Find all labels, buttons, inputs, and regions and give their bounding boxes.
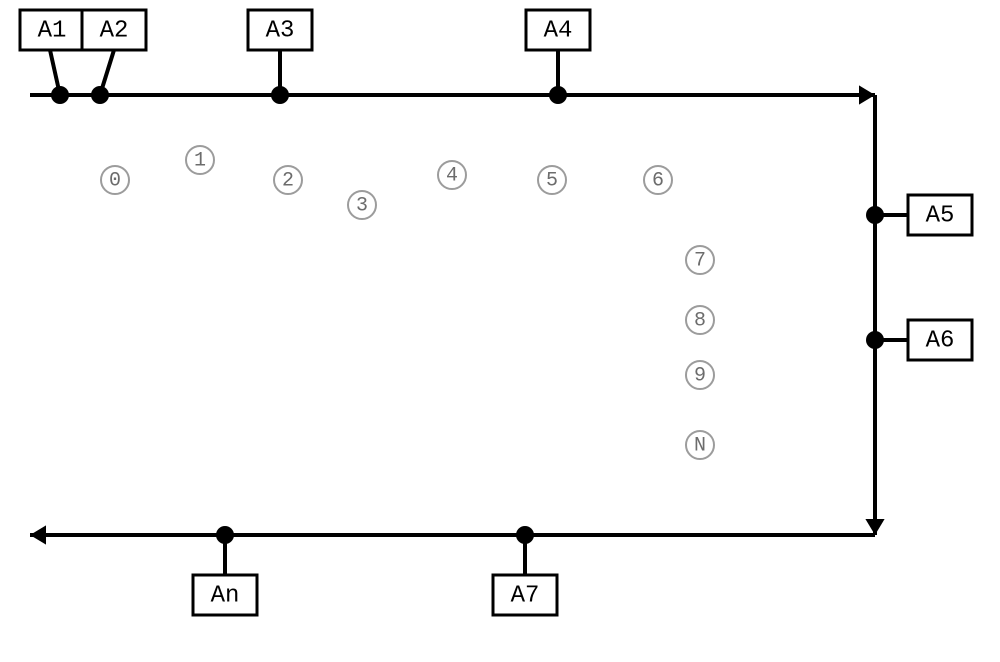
- node-dot-A4: [549, 86, 567, 104]
- marker-label-5: 5: [546, 170, 558, 193]
- marker-label-2: 2: [282, 170, 294, 193]
- node-dot-A6: [866, 331, 884, 349]
- marker-label-6: 6: [652, 170, 664, 193]
- node-label-A4: A4: [544, 18, 573, 45]
- arrow-down-icon: [865, 519, 884, 535]
- node-dot-A3: [271, 86, 289, 104]
- diagram-canvas: A1 A2 A3 A4 A5 A6 A7 An 0 1 2 3 4 5 6 7 8 9 N: [0, 0, 1000, 662]
- node-label-A5: A5: [926, 203, 955, 230]
- marker-label-1: 1: [194, 150, 206, 173]
- node-dot-A7: [516, 526, 534, 544]
- node-dot-A1: [51, 86, 69, 104]
- node-label-An: An: [211, 583, 240, 610]
- node-dot-A5: [866, 206, 884, 224]
- node-label-A7: A7: [511, 583, 540, 610]
- marker-label-7: 7: [694, 250, 706, 273]
- marker-label-9: 9: [694, 365, 706, 388]
- node-label-A6: A6: [926, 328, 955, 355]
- node-label-A2: A2: [100, 18, 129, 45]
- marker-label-N: N: [694, 435, 706, 458]
- node-dot-An: [216, 526, 234, 544]
- node-label-A3: A3: [266, 18, 295, 45]
- arrow-right-icon: [859, 85, 875, 104]
- node-dot-A2: [91, 86, 109, 104]
- marker-label-3: 3: [356, 195, 368, 218]
- marker-label-4: 4: [446, 165, 458, 188]
- node-label-A1: A1: [38, 18, 67, 45]
- marker-label-8: 8: [694, 310, 706, 333]
- arrow-left-icon: [30, 525, 46, 544]
- marker-label-0: 0: [109, 170, 121, 193]
